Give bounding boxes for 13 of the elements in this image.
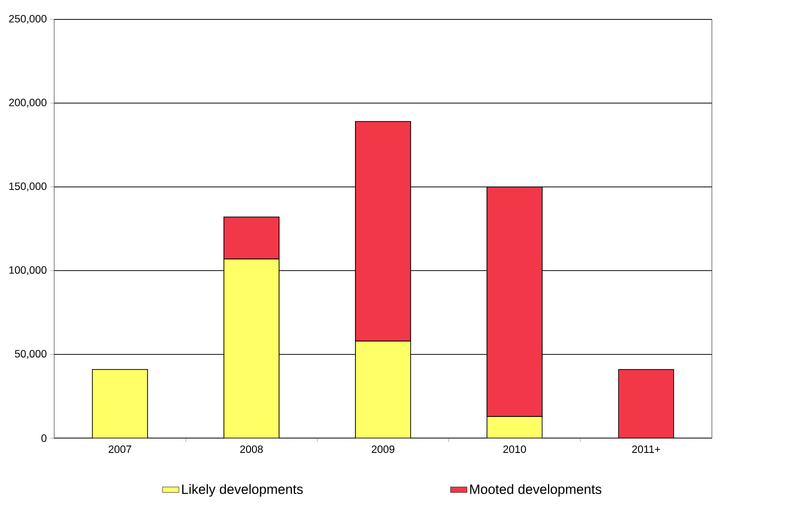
y-tick-label: 50,000 — [14, 350, 46, 359]
y-tick-label: 0 — [41, 434, 46, 442]
x-tick-label: 2011+ — [632, 445, 660, 453]
y-tick-label: 250,000 — [9, 14, 46, 24]
x-tick-label: 2010 — [503, 445, 526, 453]
legend-label: Likely developments — [182, 484, 303, 496]
y-tick-label: 100,000 — [9, 266, 46, 275]
legend-label: Mooted developments — [470, 484, 602, 496]
x-tick-label: 2009 — [372, 445, 394, 453]
x-tick-label: 2008 — [240, 445, 263, 453]
y-tick-label: 200,000 — [9, 98, 46, 108]
y-tick-label: 150,000 — [9, 182, 46, 192]
x-tick-label: 2007 — [108, 445, 132, 453]
